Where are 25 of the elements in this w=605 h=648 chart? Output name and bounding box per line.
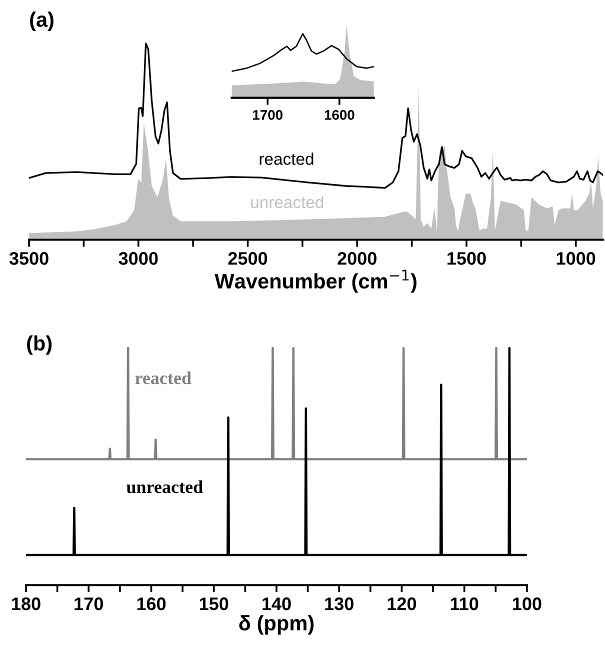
x-tick-label: 1000 [556,252,596,265]
chart-title: (a) [30,12,54,32]
x-tick-label: 1500 [448,252,486,265]
x-tick-label: 3000 [118,252,158,265]
x-tick-label: 3500 [9,252,48,265]
x-tick-label: 1700 [253,110,282,120]
x-tick-label: 1600 [324,110,354,120]
x-tick-label: 160 [137,597,166,610]
x-tick-label: 120 [388,597,416,610]
x-tick-label: 110 [450,597,478,610]
x-axis-title: Wavenumber (cm$^{−1}$) [214,270,416,293]
x-tick-label: 100 [513,597,542,610]
x-tick-label: 130 [325,597,354,610]
chart-title: (b) [27,335,52,355]
x-tick-label: 170 [74,597,103,610]
x-tick-label: 2000 [338,252,376,265]
series-label: reacted [135,372,192,384]
series-label: reacted [260,152,314,165]
x-tick-label: 180 [12,597,40,610]
x-axis-title: δ (ppm) [239,615,314,635]
x-tick-label: 150 [200,597,228,610]
x-tick-label: 2500 [228,252,268,265]
series-label: unreacted [126,480,203,494]
series-label: unreacted [251,196,324,208]
x-tick-label: 140 [262,597,291,610]
